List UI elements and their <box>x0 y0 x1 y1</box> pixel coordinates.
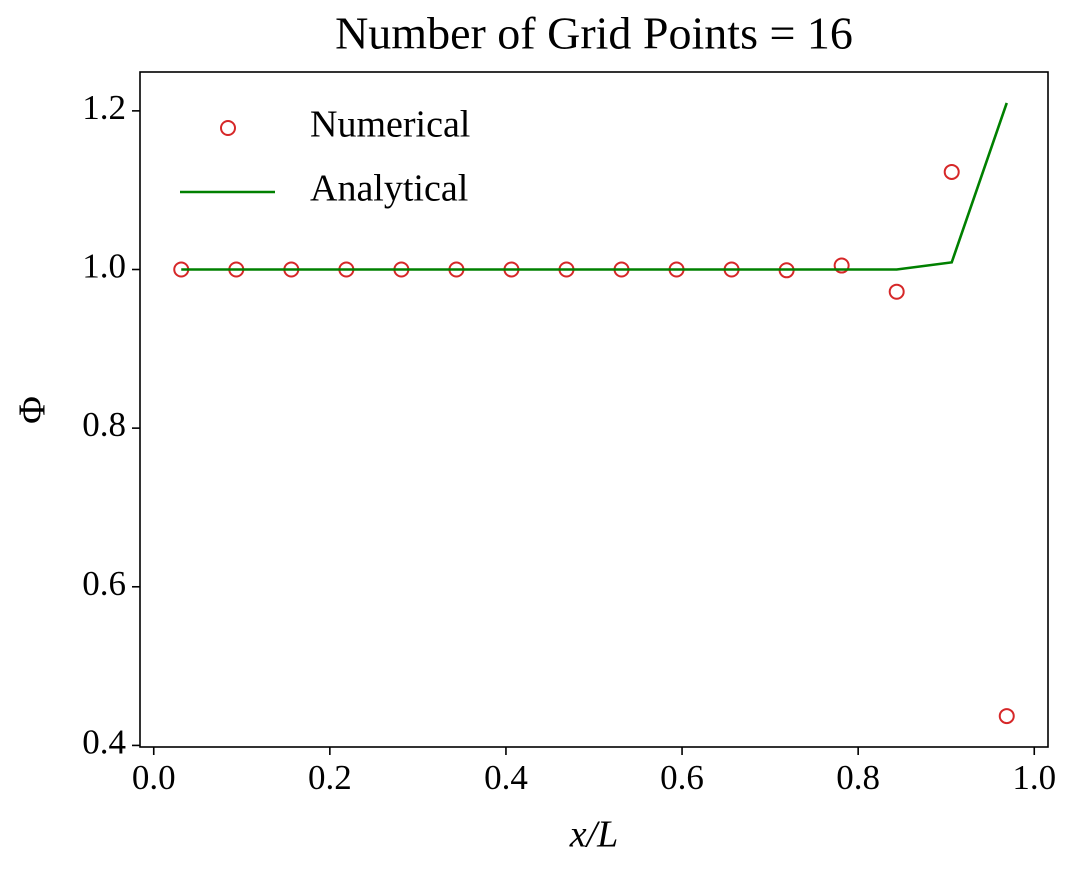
y-tick-label: 1.2 <box>82 88 126 127</box>
data-point <box>998 708 1015 725</box>
plot-frame <box>139 71 1049 748</box>
data-point <box>888 283 905 300</box>
data-point <box>833 257 850 274</box>
legend-marker <box>220 120 236 136</box>
y-tick-label: 1.0 <box>82 247 126 286</box>
chart-title: Number of Grid Points = 16 <box>335 8 853 59</box>
x-axis-label: x/L <box>569 814 619 856</box>
x-tick-label: 0.4 <box>484 758 528 797</box>
data-line <box>181 102 1008 271</box>
legend-label: Numerical <box>310 104 470 146</box>
x-tick-label: 0.8 <box>836 758 880 797</box>
y-tick-label: 0.6 <box>82 564 126 603</box>
data-point <box>943 163 960 180</box>
y-tick-label: 0.8 <box>82 405 126 444</box>
x-tick-label: 1.0 <box>1012 758 1056 797</box>
x-tick-label: 0.6 <box>660 758 704 797</box>
y-tick-label: 0.4 <box>82 722 126 761</box>
y-axis-label: Φ <box>12 396 54 424</box>
x-tick-label: 0.0 <box>132 758 176 797</box>
legend-label: Analytical <box>310 168 468 210</box>
x-tick-label: 0.2 <box>308 758 352 797</box>
